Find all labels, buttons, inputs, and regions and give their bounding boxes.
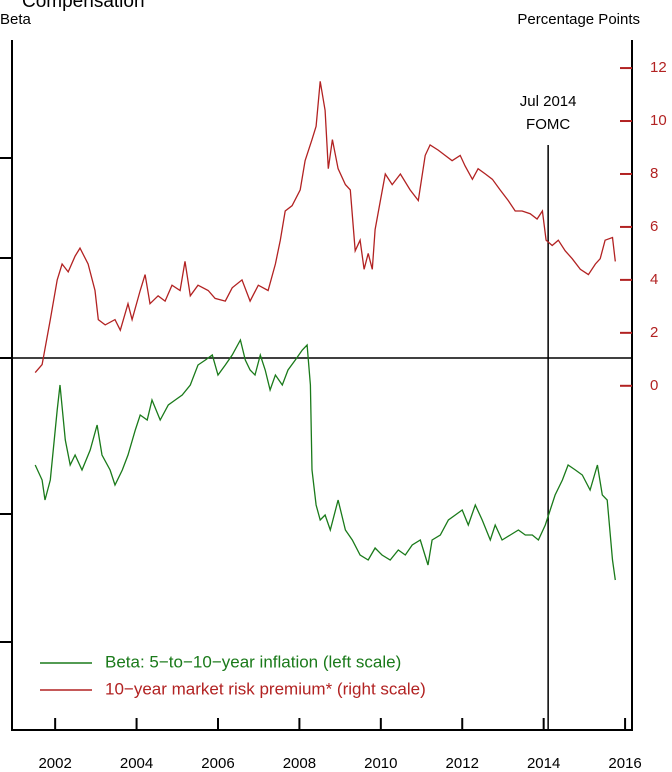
y2-tick-label: 0 bbox=[650, 377, 658, 394]
chart-title: Compensation bbox=[22, 0, 145, 12]
y-axis-label: Beta bbox=[0, 11, 32, 28]
y2-tick-label: 8 bbox=[650, 165, 658, 182]
annotation-text: FOMC bbox=[526, 116, 570, 133]
x-tick-label: 2012 bbox=[446, 755, 479, 772]
annotation-text: Jul 2014 bbox=[520, 93, 577, 110]
x-tick-label: 2010 bbox=[364, 755, 397, 772]
y2-tick-label: 12 bbox=[650, 59, 667, 76]
x-tick-label: 2016 bbox=[608, 755, 641, 772]
legend-label: 10−year market risk premium* (right scal… bbox=[105, 679, 426, 698]
x-tick-label: 2002 bbox=[38, 755, 71, 772]
series-line bbox=[34, 81, 616, 374]
axes bbox=[11, 40, 633, 731]
y2-axis-label: Percentage Points bbox=[517, 11, 640, 28]
legend-label: Beta: 5−to−10−year inflation (left scale… bbox=[105, 652, 401, 671]
y2-tick-label: 2 bbox=[650, 324, 658, 341]
x-tick-label: 2014 bbox=[527, 755, 560, 772]
y2-tick-label: 6 bbox=[650, 218, 658, 235]
x-tick-label: 2006 bbox=[201, 755, 234, 772]
x-tick-label: 2008 bbox=[283, 755, 316, 772]
series-line bbox=[34, 338, 616, 581]
y2-tick-label: 4 bbox=[650, 271, 658, 288]
x-tick-label: 2004 bbox=[120, 755, 153, 772]
y2-tick-label: 10 bbox=[650, 112, 667, 129]
